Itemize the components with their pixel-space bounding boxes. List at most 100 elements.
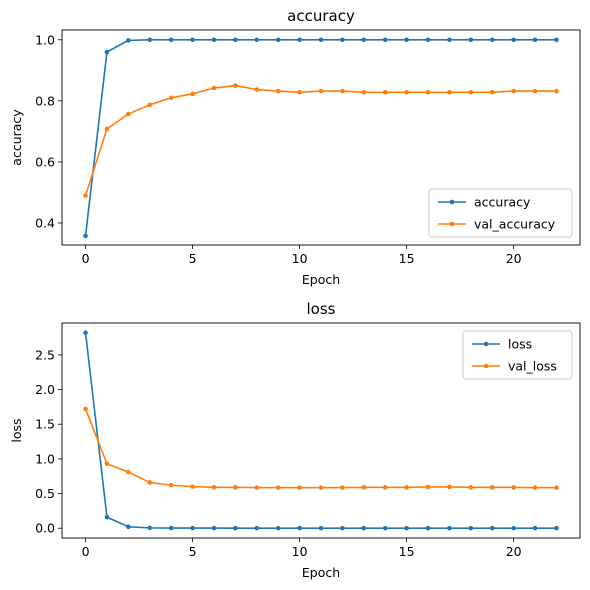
data-point-loss: [190, 526, 195, 531]
data-point-val-accuracy: [554, 89, 559, 94]
data-point-loss: [404, 526, 409, 531]
data-point-val-loss: [190, 484, 195, 489]
data-point-loss: [554, 526, 559, 531]
data-point-loss: [319, 526, 324, 531]
data-point-accuracy: [533, 37, 538, 42]
x-tick-label: 0: [82, 251, 90, 266]
series-line-val-accuracy: [86, 86, 557, 196]
legend-marker-val-accuracy: [450, 222, 455, 227]
data-point-accuracy: [83, 234, 88, 239]
data-point-val-accuracy: [319, 89, 324, 94]
y-tick-label: 0.4: [35, 216, 55, 231]
legend-label-val-loss: val_loss: [508, 359, 557, 374]
data-point-accuracy: [554, 37, 559, 42]
data-point-val-loss: [404, 485, 409, 490]
data-point-val-accuracy: [190, 92, 195, 97]
data-point-val-loss: [319, 485, 324, 490]
data-point-val-loss: [83, 407, 88, 412]
data-point-val-accuracy: [212, 86, 217, 91]
data-point-val-loss: [362, 485, 367, 490]
data-point-loss: [254, 526, 259, 531]
data-point-loss: [297, 526, 302, 531]
data-point-accuracy: [447, 37, 452, 42]
x-tick-label: 15: [399, 251, 415, 266]
data-point-val-accuracy: [511, 89, 516, 94]
data-point-val-accuracy: [83, 193, 88, 198]
data-point-val-loss: [490, 485, 495, 490]
data-point-loss: [383, 526, 388, 531]
data-point-accuracy: [383, 37, 388, 42]
data-point-accuracy: [340, 37, 345, 42]
data-point-loss: [83, 330, 88, 335]
data-point-loss: [469, 526, 474, 531]
data-point-val-loss: [297, 485, 302, 490]
data-point-val-accuracy: [362, 90, 367, 95]
data-point-val-loss: [126, 470, 131, 475]
data-point-accuracy: [426, 37, 431, 42]
y-tick-label: 0.8: [35, 93, 55, 108]
data-point-val-accuracy: [297, 90, 302, 95]
data-point-loss: [276, 526, 281, 531]
x-tick-label: 15: [399, 544, 415, 559]
data-point-val-accuracy: [469, 90, 474, 95]
data-point-val-loss: [212, 485, 217, 490]
data-point-val-loss: [554, 485, 559, 490]
data-point-accuracy: [297, 37, 302, 42]
y-tick-label: 2.0: [35, 382, 55, 397]
data-point-val-loss: [147, 480, 152, 485]
data-point-val-accuracy: [533, 89, 538, 94]
data-point-loss: [447, 526, 452, 531]
data-point-val-accuracy: [105, 127, 110, 132]
y-tick-label: 2.5: [35, 347, 55, 362]
y-tick-label: 0.5: [35, 486, 55, 501]
data-point-val-loss: [105, 461, 110, 466]
data-point-accuracy: [511, 37, 516, 42]
data-point-val-accuracy: [276, 89, 281, 94]
data-point-accuracy: [276, 37, 281, 42]
data-point-accuracy: [190, 37, 195, 42]
x-tick-label: 20: [506, 251, 522, 266]
data-point-loss: [426, 526, 431, 531]
data-point-loss: [490, 526, 495, 531]
data-point-accuracy: [233, 37, 238, 42]
x-tick-label: 5: [189, 251, 197, 266]
legend-marker-accuracy: [450, 200, 455, 205]
data-point-val-loss: [426, 485, 431, 490]
y-tick-label: 0.0: [35, 521, 55, 536]
data-point-accuracy: [212, 37, 217, 42]
data-point-val-accuracy: [169, 95, 174, 100]
legend-label-val-accuracy: val_accuracy: [474, 217, 556, 232]
data-point-accuracy: [126, 38, 131, 43]
legend-label-accuracy: accuracy: [474, 195, 531, 210]
chart-title: accuracy: [287, 7, 355, 25]
chart-title: loss: [307, 300, 336, 318]
y-axis-label: accuracy: [9, 109, 24, 166]
x-tick-label: 5: [189, 544, 197, 559]
data-point-loss: [233, 526, 238, 531]
y-tick-label: 1.0: [35, 451, 55, 466]
data-point-val-loss: [447, 485, 452, 490]
data-point-loss: [511, 526, 516, 531]
data-point-val-accuracy: [340, 89, 345, 94]
x-tick-label: 10: [292, 251, 308, 266]
legend: accuracy val_accuracy: [429, 189, 572, 237]
data-point-loss: [169, 526, 174, 531]
data-point-accuracy: [469, 37, 474, 42]
data-point-val-accuracy: [147, 103, 152, 108]
data-point-val-loss: [469, 485, 474, 490]
accuracy-chart: accuracy Epoch accuracy 0 5 10 15 20 0.4 0.6 0.…: [9, 7, 580, 287]
data-point-accuracy: [169, 37, 174, 42]
y-tick-label: 1.5: [35, 417, 55, 432]
data-point-loss: [147, 526, 152, 531]
data-point-loss: [362, 526, 367, 531]
x-tick-label: 10: [292, 544, 308, 559]
data-point-val-loss: [511, 485, 516, 490]
data-point-val-accuracy: [126, 112, 131, 117]
legend: loss val_loss: [463, 331, 572, 379]
y-axis-label: loss: [9, 418, 24, 442]
data-point-loss: [212, 526, 217, 531]
legend-label-loss: loss: [508, 337, 532, 352]
y-tick-label: 1.0: [35, 32, 55, 47]
data-point-val-loss: [383, 485, 388, 490]
